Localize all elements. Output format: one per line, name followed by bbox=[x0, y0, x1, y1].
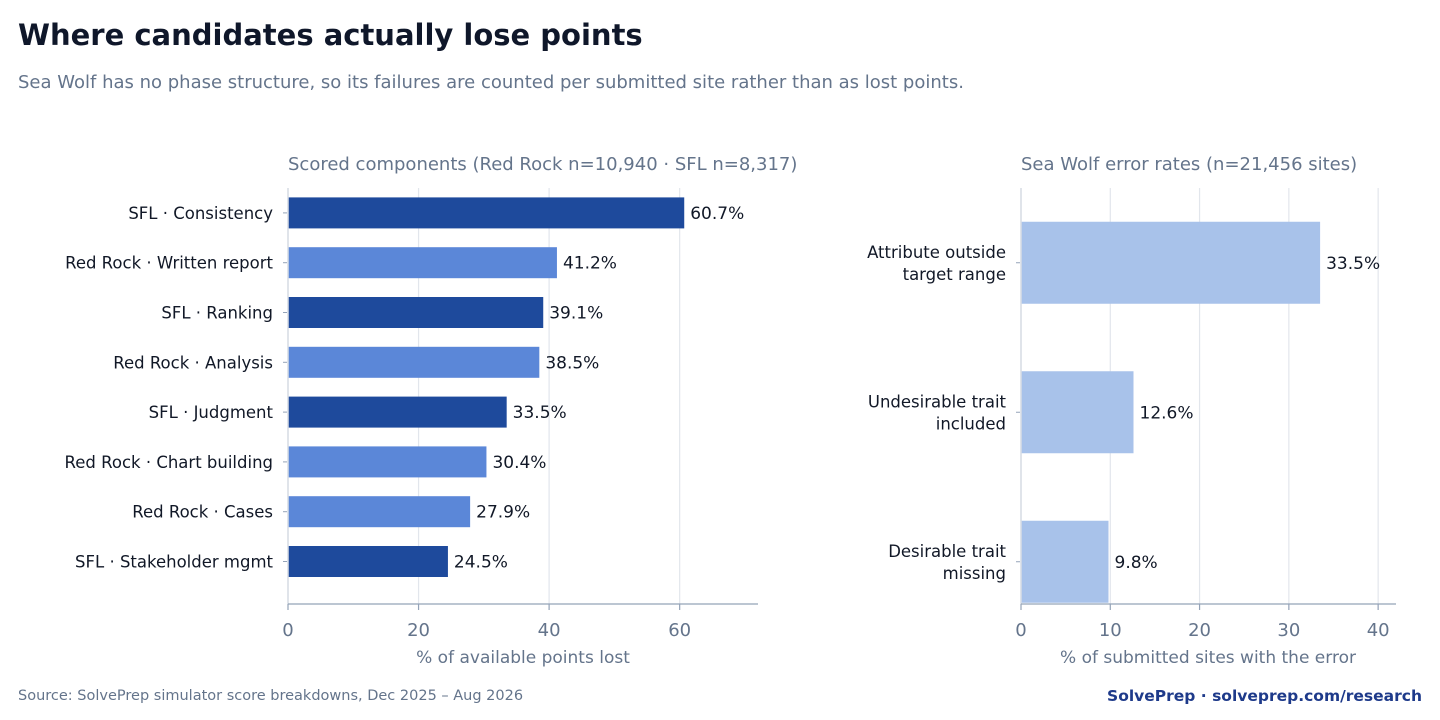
chart1-bar bbox=[288, 297, 544, 328]
chart2-bar bbox=[1021, 371, 1134, 454]
chart2-x-tick-label: 0 bbox=[1015, 620, 1026, 641]
chart1-x-axis-label: % of available points lost bbox=[416, 648, 630, 668]
chart1-category-label: SFL · Ranking bbox=[161, 304, 273, 323]
chart1-bar bbox=[288, 496, 471, 528]
chart1-category-label: SFL · Stakeholder mgmt bbox=[75, 553, 273, 572]
chart2-x-tick-label: 20 bbox=[1188, 620, 1211, 641]
chart1-category-label: Red Rock · Analysis bbox=[113, 353, 273, 372]
chart2-title: Sea Wolf error rates (n=21,456 sites) bbox=[1021, 154, 1357, 175]
chart1-value-label: 27.9% bbox=[476, 503, 530, 523]
chart2-category-label: Undesirable trait included bbox=[868, 392, 1007, 433]
chart2-category-label: Desirable trait missing bbox=[888, 542, 1006, 583]
chart1-category-label: Red Rock · Chart building bbox=[65, 453, 273, 472]
page-subtitle: Sea Wolf has no phase structure, so its … bbox=[18, 72, 964, 93]
chart1-bar bbox=[288, 346, 540, 378]
chart2-x-tick-label: 40 bbox=[1367, 620, 1390, 641]
chart1-category-label: SFL · Consistency bbox=[128, 204, 273, 223]
chart2-value-label: 12.6% bbox=[1140, 403, 1194, 423]
page-title: Where candidates actually lose points bbox=[18, 18, 643, 52]
chart2-x-axis-label: % of submitted sites with the error bbox=[1060, 648, 1356, 668]
chart1-value-label: 24.5% bbox=[454, 553, 508, 573]
chart2-category-label: Attribute outside target range bbox=[867, 243, 1006, 284]
chart1-category-label: Red Rock · Written report bbox=[65, 254, 273, 273]
chart1-category-label: SFL · Judgment bbox=[149, 403, 274, 422]
chart1-x-tick-label: 60 bbox=[668, 620, 691, 641]
source-note: Source: SolvePrep simulator score breakd… bbox=[18, 688, 524, 704]
chart1-value-label: 41.2% bbox=[563, 254, 617, 274]
chart2-x-tick-label: 10 bbox=[1099, 620, 1122, 641]
chart1-bar bbox=[288, 446, 487, 478]
chart2-bar bbox=[1021, 520, 1109, 603]
chart1-value-label: 38.5% bbox=[545, 353, 599, 373]
chart1-bar bbox=[288, 396, 507, 428]
chart1-title: Scored components (Red Rock n=10,940 · S… bbox=[288, 154, 797, 175]
chart2-x-tick-label: 30 bbox=[1277, 620, 1300, 641]
brand-link[interactable]: SolvePrep · solveprep.com/research bbox=[1107, 687, 1422, 705]
chart1-value-label: 33.5% bbox=[513, 403, 567, 423]
chart1-bar bbox=[288, 546, 448, 577]
chart1-value-label: 39.1% bbox=[549, 304, 603, 324]
chart1-value-label: 30.4% bbox=[492, 453, 546, 473]
chart1-x-tick-label: 0 bbox=[282, 620, 293, 641]
chart1-x-tick-label: 20 bbox=[407, 620, 430, 641]
chart2-value-label: 33.5% bbox=[1326, 254, 1380, 274]
chart1-x-tick-label: 40 bbox=[538, 620, 561, 641]
chart2-value-label: 9.8% bbox=[1115, 553, 1158, 573]
chart1-bar bbox=[288, 197, 685, 229]
chart1-category-label: Red Rock · Cases bbox=[132, 503, 273, 522]
chart1-bar bbox=[288, 247, 557, 279]
chart1-value-label: 60.7% bbox=[690, 204, 744, 224]
chart2-bar bbox=[1021, 221, 1321, 304]
